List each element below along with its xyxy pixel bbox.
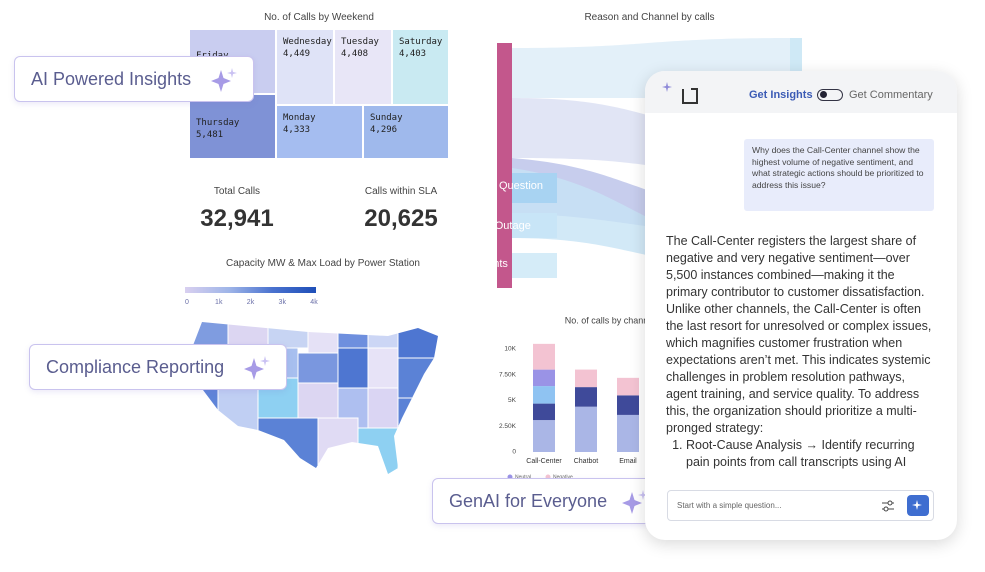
badge: Compliance Reporting	[29, 344, 287, 390]
fade	[645, 475, 957, 491]
kpi-label: Calls within SLA	[364, 186, 438, 197]
answer: The Call-Center registers the largest sh…	[666, 233, 938, 481]
treemap-title: No. of Calls by Weekend	[264, 12, 374, 23]
treemap: FridayThursday5,481Wednesday4,449Tuesday…	[189, 29, 449, 159]
legend-tick: 3k	[278, 299, 286, 306]
bar-segment	[533, 386, 555, 404]
sankey-label: Question	[499, 180, 543, 192]
input-placeholder: Start with a simple question...	[677, 501, 782, 510]
treemap-cell: Wednesday 4,449	[276, 29, 334, 105]
y-tick-label: 5K	[508, 397, 517, 404]
kpi-label: Total Calls	[213, 186, 261, 197]
sparkle-icon	[244, 356, 270, 380]
legend-tick: 0	[185, 299, 189, 306]
bar-segment	[575, 406, 597, 452]
settings-icon[interactable]	[880, 498, 896, 514]
sparkle-icon	[211, 68, 237, 92]
cell-label: Saturday	[399, 37, 443, 47]
answer-text: The Call-Center registers the largest sh…	[666, 234, 932, 435]
bar-segment	[617, 414, 639, 452]
sankey-label: Payments	[497, 258, 508, 270]
map-legend-bar	[185, 287, 316, 293]
bar-segment	[533, 343, 555, 370]
cell-value: 4,408	[341, 49, 369, 59]
kpi-value: 32,941	[200, 205, 274, 232]
cell-label: Thursday	[196, 118, 240, 128]
bar-segment	[617, 395, 639, 415]
logo-icon	[662, 82, 698, 104]
treemap-cell: Monday 4,333	[276, 105, 363, 159]
bar-chart: No. of calls by channel & sentiment 0 2.5…	[499, 315, 650, 480]
kpi-value: 20,625	[364, 205, 438, 232]
badge: AI Powered Insights	[14, 56, 254, 102]
user-question: Why does the Call-Center channel show th…	[744, 139, 934, 211]
legend-tick: 4k	[310, 299, 318, 306]
cell-label: Wednesday	[283, 37, 332, 47]
toggle[interactable]	[817, 89, 843, 101]
x-tick-label: Chatbot	[574, 458, 599, 465]
chart-title: No. of calls by channel & sentiment	[565, 315, 650, 325]
input[interactable]: Start with a simple question...	[667, 490, 934, 521]
y-tick-label: 0	[512, 449, 516, 456]
legend-tick: 1k	[215, 299, 223, 306]
badge-text: AI Powered Insights	[31, 68, 192, 89]
sparkle-icon	[622, 490, 648, 514]
y-tick-label: 2.50K	[499, 423, 517, 430]
badge-text: GenAI for Everyone	[449, 490, 608, 511]
treemap-cell: Thursday 5,481	[189, 94, 276, 159]
tab[interactable]: Get Insights	[749, 89, 813, 101]
y-tick-label: 7.50K	[499, 371, 517, 378]
cell-label: Monday	[283, 113, 316, 123]
bar-segment	[533, 369, 555, 387]
bar-segment	[617, 377, 639, 396]
y-tick-label: 10K	[504, 346, 516, 353]
bar-segment	[575, 369, 597, 388]
cell-label: Sunday	[370, 113, 403, 123]
legend-label: Neutral	[515, 474, 531, 480]
cell-value: 4,403	[399, 49, 427, 59]
x-tick-label: Call-Center	[526, 458, 562, 465]
bar-segment	[533, 420, 555, 452]
x-tick-label: Email	[619, 458, 637, 465]
tab[interactable]: Get Commentary	[849, 89, 933, 101]
cell-value: 4,449	[283, 49, 311, 59]
cell-value: 4,296	[370, 125, 398, 135]
us-map	[192, 322, 438, 474]
sankey-label: Service Outage	[497, 220, 531, 232]
send-button[interactable]	[907, 495, 929, 516]
answer-list-item: Root-Cause Analysis → Identify recurring…	[686, 437, 938, 471]
cell-value: 4,333	[283, 125, 311, 135]
treemap-cell: Saturday 4,403	[392, 29, 449, 105]
sankey-title: Reason and Channel by calls	[584, 12, 715, 23]
bar-segment	[575, 387, 597, 407]
sankey-node	[497, 43, 512, 288]
legend-label: Negative	[553, 474, 573, 480]
map-legend: 0 1k 2k 3k 4k	[185, 299, 318, 309]
treemap-cell: Sunday 4,296	[363, 105, 449, 159]
badge-text: Compliance Reporting	[46, 356, 225, 377]
chat-panel: Get Insights Get Commentary Why does the…	[645, 71, 957, 540]
sankey-flow	[512, 168, 797, 264]
treemap-cell: Tuesday 4,408	[334, 29, 392, 105]
map-title: Capacity MW & Max Load by Power Station	[226, 258, 420, 269]
bar-segment	[533, 403, 555, 421]
legend-tick: 2k	[246, 299, 255, 306]
cell-value: 5,481	[196, 130, 224, 140]
badge: GenAI for Everyone	[432, 478, 665, 524]
cell-label: Tuesday	[341, 37, 379, 47]
